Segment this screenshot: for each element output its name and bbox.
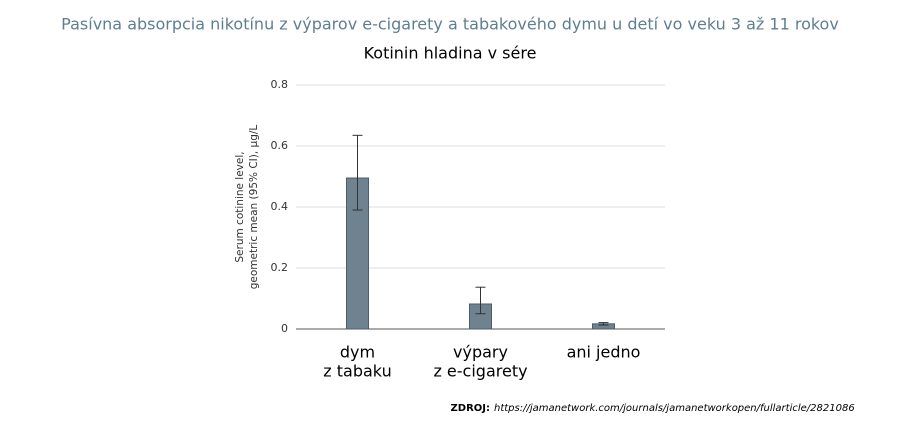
y-tick-label: 0.6: [271, 139, 289, 152]
y-tick-label: 0.8: [271, 78, 289, 91]
source-label: ZDROJ:: [451, 403, 490, 414]
y-axis-title-line: Serum cotinine level,: [234, 151, 246, 262]
y-axis-title-line: geometric mean (95% CI), µg/L: [248, 125, 260, 290]
y-tick-label: 0: [281, 322, 288, 335]
source-url: https://jamanetwork.com/journals/jamanet…: [494, 403, 855, 414]
x-tick-label: dym: [340, 343, 375, 362]
chart-title: Pasívna absorpcia nikotínu z výparov e-c…: [61, 15, 839, 34]
x-tick-label: z tabaku: [323, 362, 391, 381]
y-tick-label: 0.4: [271, 200, 289, 213]
x-tick-label: ani jedno: [567, 343, 641, 362]
chart-subtitle: Kotinin hladina v sére: [364, 44, 537, 63]
y-tick-label: 0.2: [271, 261, 289, 274]
x-tick-label: výpary: [453, 343, 508, 362]
y-axis-title: Serum cotinine level, geometric mean (95…: [234, 125, 260, 290]
x-tick-label: z e-cigarety: [433, 362, 527, 381]
